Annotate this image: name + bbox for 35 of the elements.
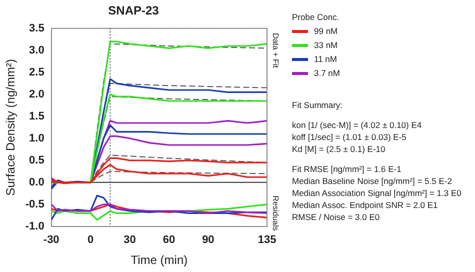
y-axis-title: Surface Density (ng/mm²) (4, 59, 18, 196)
text: Median Assoc. Endpoint SNR = 2.0 E1 (292, 200, 439, 210)
x-tick-label: 90 (202, 234, 214, 246)
x-tick-label: 0 (88, 234, 94, 246)
legend-title: Probe Conc. (292, 12, 340, 22)
y-tick-label: 3.5 (29, 22, 44, 34)
text: Fit RMSE [ng/mm²] = 1.6 E-1 (292, 164, 402, 174)
y-tick-label: 1.5 (29, 110, 44, 122)
y-tick-label: 1.0 (29, 132, 44, 144)
legend-label: 99 nM (314, 26, 338, 36)
y-tick-label: 3.0 (29, 44, 44, 56)
x-tick-label: 30 (124, 234, 136, 246)
text: Data + Fit (270, 32, 280, 69)
text: Kd [M] = (2.5 ± 0.1) E-10 (292, 144, 386, 154)
legend-label: 3.7 nM (314, 68, 340, 78)
y-tick-label: 2.5 (29, 66, 44, 78)
y-tick-label: 0.0 (29, 176, 44, 188)
text: Fit Summary: (292, 100, 344, 110)
text: Median Baseline Noise [ng/mm²] = 5.5 E-2 (292, 176, 453, 186)
legend-label: 33 nM (314, 40, 338, 50)
x-tick-label: 60 (162, 234, 176, 246)
y-tick-label: 0.5 (29, 154, 44, 166)
x-tick-label: -30 (43, 234, 60, 246)
y-tick-label: -1.0 (25, 220, 44, 232)
y-tick-label: -0.5 (25, 198, 44, 210)
legend-label: 11 nM (314, 54, 337, 64)
text: RMSE / Noise = 3.0 E0 (292, 212, 381, 222)
x-axis-title: Time (min) (130, 253, 188, 268)
text: koff [1/sec] = (1.01 ± 0.03) E-5 (292, 132, 408, 142)
text: kon [1/ (sec·M)] = (4.02 ± 0.10) E4 (292, 120, 423, 130)
y-tick-label: 2.0 (29, 88, 44, 100)
x-tick-label: 135 (258, 234, 276, 246)
chart-title: SNAP-23 (108, 4, 160, 18)
text: Residuals (270, 196, 280, 231)
text: Median Association Signal [ng/mm²] = 1.3 E0 (292, 188, 462, 198)
